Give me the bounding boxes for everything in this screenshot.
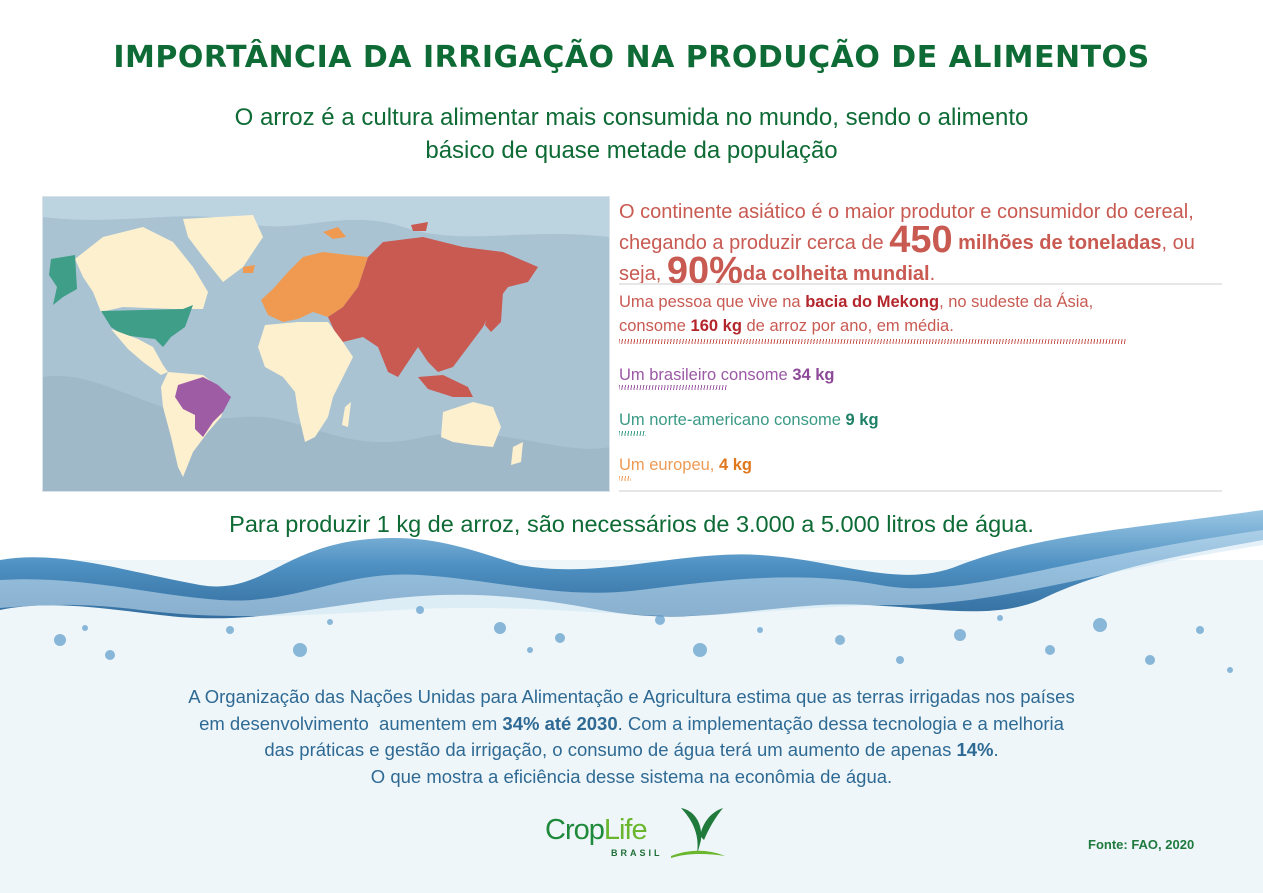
fao-paragraph: A Organização das Nações Unidas para Ali… <box>188 686 1075 787</box>
subtitle-line-2: básico de quase metade da população <box>425 137 838 164</box>
water-wave-illustration <box>0 510 1263 673</box>
asia-production-text: O continente asiático é o maior produtor… <box>619 201 1195 292</box>
consumption-bar-europe <box>619 476 631 481</box>
sprout-icon <box>671 808 725 858</box>
croplife-logo: CropLife BRASIL <box>545 800 725 862</box>
subtitle-line-1: O arroz é a cultura alimentar mais consu… <box>234 104 1029 131</box>
harvest-percent: 90% <box>666 250 743 292</box>
consumption-bar-usa <box>619 431 646 436</box>
stat-mekong: Uma pessoa que vive na bacia do Mekong, … <box>619 293 1094 335</box>
stat-europe: Um europeu, 4 kg <box>619 456 752 474</box>
divider-top <box>619 283 1222 285</box>
divider-bottom <box>619 490 1222 492</box>
consumption-bar-brasil <box>619 385 727 390</box>
page-subtitle: O arroz é a cultura alimentar mais consu… <box>0 101 1263 167</box>
world-map-graphic <box>43 197 609 491</box>
production-figure: 450 <box>889 219 953 261</box>
source-citation: Fonte: FAO, 2020 <box>1088 837 1195 852</box>
consumption-bar-mekong <box>619 339 1127 344</box>
page-title: IMPORTÂNCIA DA IRRIGAÇÃO NA PRODUÇÃO DE … <box>113 40 1150 75</box>
stat-brasil: Um brasileiro consome 34 kg <box>619 366 835 384</box>
world-map <box>42 196 610 492</box>
asia-production-panel: O continente asiático é o maior produtor… <box>619 198 1224 292</box>
stat-usa: Um norte-americano consome 9 kg <box>619 411 879 429</box>
water-requirement-statement: Para produzir 1 kg de arroz, são necessá… <box>229 511 1034 537</box>
